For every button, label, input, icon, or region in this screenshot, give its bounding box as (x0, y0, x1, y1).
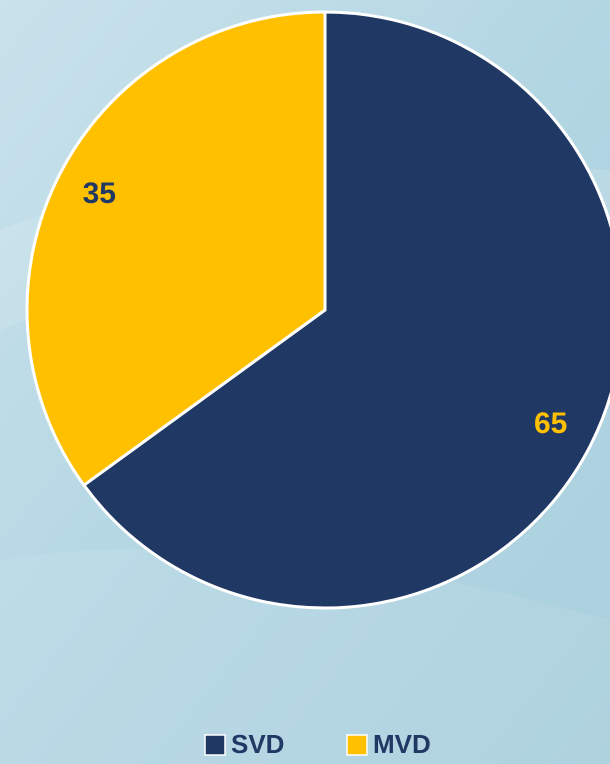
legend-label: SVD (231, 729, 284, 759)
data-label: 35 (83, 177, 116, 210)
pie-slice (25, 10, 327, 488)
pie-slice (81, 10, 610, 610)
legend-swatch (204, 734, 226, 756)
legend-label: MVD (373, 729, 431, 759)
legend-swatch (346, 734, 368, 756)
data-label: 65 (534, 407, 567, 440)
background-shape (0, 548, 610, 764)
